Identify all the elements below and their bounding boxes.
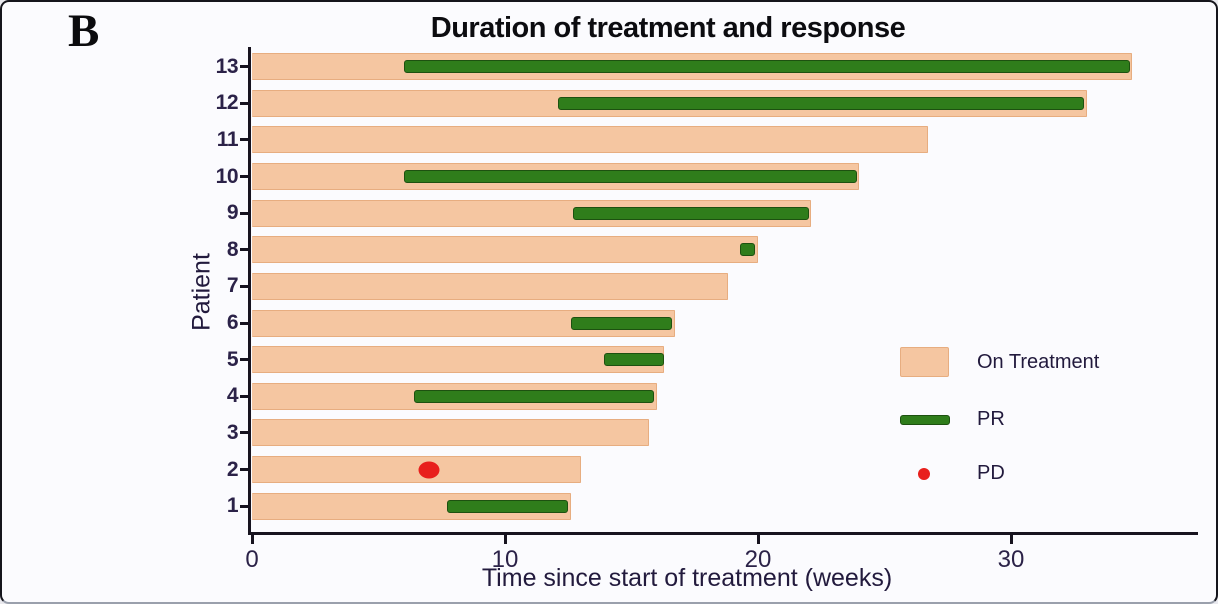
x-tick-0 xyxy=(250,535,254,544)
on-treatment-bar-patient-2 xyxy=(252,456,581,484)
pr-line-icon xyxy=(900,414,950,425)
y-tick-label-patient-12: 12 xyxy=(215,91,239,115)
y-tick-label-patient-2: 2 xyxy=(226,457,239,481)
y-tick-patient-6 xyxy=(240,321,248,325)
y-tick-label-patient-5: 5 xyxy=(226,347,239,371)
y-tick-patient-2 xyxy=(240,468,248,472)
x-tick-label-30: 30 xyxy=(997,546,1025,573)
legend-label-on-treatment: On Treatment xyxy=(977,350,1100,373)
y-tick-patient-12 xyxy=(240,101,248,105)
chart-title: Duration of treatment and response xyxy=(430,12,906,44)
y-tick-patient-10 xyxy=(240,175,248,179)
on-treatment-bar-patient-8 xyxy=(252,236,758,264)
legend-row-on-treatment: On Treatment xyxy=(900,347,1099,377)
y-tick-patient-5 xyxy=(240,358,248,362)
x-axis-label: Time since start of treatment (weeks) xyxy=(481,564,893,592)
pr-bar-patient-1 xyxy=(446,499,569,513)
y-tick-patient-11 xyxy=(240,138,248,142)
y-tick-label-patient-9: 9 xyxy=(226,201,239,225)
on-treatment-bar-patient-3 xyxy=(252,419,650,447)
pr-bar-patient-10 xyxy=(403,170,857,184)
y-tick-label-patient-8: 8 xyxy=(226,237,239,261)
y-tick-patient-9 xyxy=(240,211,248,215)
pd-marker-patient-2 xyxy=(418,461,440,479)
y-tick-label-patient-3: 3 xyxy=(226,420,239,444)
pr-bar-patient-13 xyxy=(403,60,1130,74)
y-tick-label-patient-11: 11 xyxy=(216,127,239,151)
y-tick-label-patient-6: 6 xyxy=(226,311,239,335)
panel-letter: B xyxy=(68,5,100,57)
on-treatment-bar-patient-7 xyxy=(252,272,728,300)
pr-bar-patient-5 xyxy=(603,353,665,367)
on-treatment-bar-patient-5 xyxy=(252,346,665,374)
y-tick-label-patient-1: 1 xyxy=(226,494,239,518)
y-tick-patient-7 xyxy=(240,284,248,288)
y-tick-patient-4 xyxy=(240,394,248,398)
x-tick-10 xyxy=(503,535,507,544)
pd-dot-icon xyxy=(918,467,930,480)
pr-bar-patient-4 xyxy=(413,389,655,403)
x-tick-30 xyxy=(1009,535,1013,544)
y-tick-label-patient-7: 7 xyxy=(226,274,239,298)
on-treatment-swatch-icon xyxy=(900,347,949,377)
x-tick-label-20: 20 xyxy=(744,546,772,573)
legend-row-pr: PR xyxy=(900,408,1005,431)
x-tick-20 xyxy=(756,535,760,544)
legend-label-pr: PR xyxy=(977,408,1005,430)
on-treatment-bar-patient-11 xyxy=(252,126,928,154)
y-tick-patient-1 xyxy=(240,504,248,508)
y-tick-patient-3 xyxy=(240,431,248,435)
y-axis-line xyxy=(248,47,251,535)
legend-label-pd: PD xyxy=(977,462,1005,484)
y-tick-patient-13 xyxy=(240,65,248,69)
y-tick-patient-8 xyxy=(240,248,248,252)
y-axis-label: Patient xyxy=(187,253,216,331)
x-axis-line xyxy=(248,532,1198,535)
x-tick-label-0: 0 xyxy=(245,546,259,573)
x-tick-label-10: 10 xyxy=(491,546,519,573)
y-tick-label-patient-10: 10 xyxy=(215,164,239,188)
pr-bar-patient-8 xyxy=(740,243,756,257)
y-tick-label-patient-4: 4 xyxy=(226,384,239,408)
y-tick-label-patient-13: 13 xyxy=(215,54,239,78)
pr-bar-patient-6 xyxy=(570,316,672,330)
pr-bar-patient-9 xyxy=(573,206,809,220)
pr-bar-patient-12 xyxy=(558,96,1085,110)
legend-row-pd: PD xyxy=(900,462,1005,485)
